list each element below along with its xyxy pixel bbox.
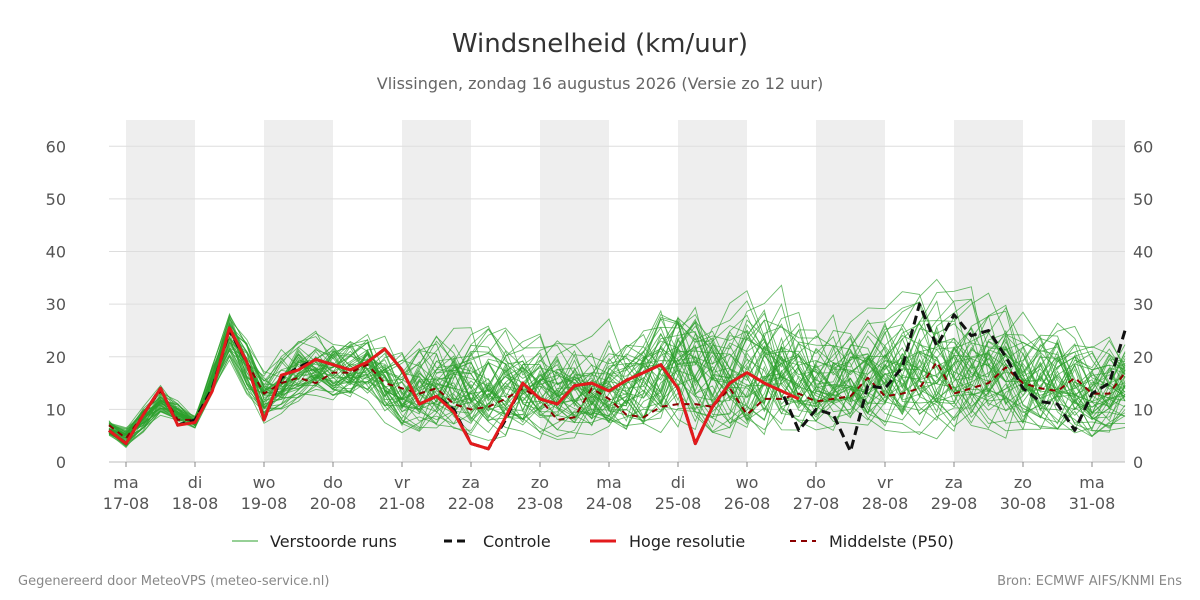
legend-label-verstoorde-runs: Verstoorde runs [270, 532, 397, 551]
ensemble-run-47 [108, 319, 1126, 444]
legend: Verstoorde runs Controle Hoge resolutie … [232, 532, 954, 551]
x-tick-date-5: 22-08 [448, 494, 495, 513]
x-tick-day-1: di [188, 473, 203, 492]
series-line-controle [108, 302, 1127, 453]
ensemble-run-41 [108, 311, 1126, 446]
ensemble-run-48 [108, 292, 1126, 435]
x-tick-day-0: ma [113, 473, 138, 492]
x-tick-date-4: 21-08 [379, 494, 426, 513]
y-tick-left-60: 60 [46, 137, 66, 156]
x-tick-date-11: 28-08 [862, 494, 909, 513]
x-tick-day-2: wo [253, 473, 276, 492]
x-tick-day-8: di [671, 473, 686, 492]
x-tick-day-10: do [806, 473, 826, 492]
x-tick-date-10: 27-08 [793, 494, 840, 513]
ensemble-run-34 [108, 302, 1126, 436]
ensemble-run-4 [108, 324, 1126, 440]
ensemble-run-44 [108, 284, 1126, 442]
day-band-1 [264, 120, 333, 462]
y-tick-left-20: 20 [46, 348, 66, 367]
x-tick-date-12: 29-08 [931, 494, 978, 513]
chart-title: Windsnelheid (km/uur) [452, 29, 748, 59]
grid-lines [109, 145, 1125, 463]
y-tick-right-60: 60 [1133, 137, 1153, 156]
x-axis: ma 17-08 di 18-08 wo 19-08 do 20-08 vr 21-08 za 22-… [103, 462, 1116, 513]
x-tick-day-11: vr [877, 473, 893, 492]
legend-label-hoge-resolutie: Hoge resolutie [629, 532, 745, 551]
x-tick-date-13: 30-08 [1000, 494, 1047, 513]
y-axis-right: 0 10 20 30 40 50 60 [1133, 137, 1153, 472]
x-tick-day-14: ma [1079, 473, 1104, 492]
x-tick-day-4: vr [394, 473, 410, 492]
x-tick-date-9: 26-08 [724, 494, 771, 513]
y-tick-left-50: 50 [46, 190, 66, 209]
series-line-hoge-resolutie [108, 326, 800, 451]
x-tick-date-2: 19-08 [241, 494, 288, 513]
x-tick-date-0: 17-08 [103, 494, 150, 513]
x-tick-date-3: 20-08 [310, 494, 357, 513]
ensemble-run-28 [108, 327, 1126, 436]
y-tick-left-30: 30 [46, 295, 66, 314]
x-tick-date-14: 31-08 [1069, 494, 1116, 513]
ensemble-run-49 [108, 326, 1126, 442]
x-tick-date-8: 25-08 [655, 494, 702, 513]
day-band-7 [1092, 120, 1125, 462]
ensemble-run-42 [108, 286, 1126, 447]
ensemble-run-10 [108, 318, 1126, 441]
y-axis-left: 0 10 20 30 40 50 60 [46, 137, 66, 472]
x-tick-date-7: 24-08 [586, 494, 633, 513]
footer-source: Bron: ECMWF AIFS/KNMI Ens [997, 574, 1182, 589]
ensemble-run-38 [108, 298, 1126, 440]
series-line-middelste-p50 [108, 329, 1126, 440]
main-series [108, 302, 1127, 453]
ensemble-run-46 [108, 306, 1126, 433]
y-tick-right-0: 0 [1133, 453, 1143, 472]
x-tick-day-5: za [462, 473, 480, 492]
y-tick-left-0: 0 [56, 453, 66, 472]
y-tick-left-10: 10 [46, 400, 66, 419]
x-tick-date-1: 18-08 [172, 494, 219, 513]
ensemble-run-39 [108, 291, 1126, 433]
x-tick-day-6: zo [531, 473, 549, 492]
y-tick-right-40: 40 [1133, 243, 1153, 262]
ensemble-run-50 [108, 316, 1126, 437]
x-tick-day-9: wo [736, 473, 759, 492]
ensemble-run-40 [108, 313, 1126, 437]
x-tick-day-13: zo [1014, 473, 1032, 492]
legend-label-middelste: Middelste (P50) [829, 532, 954, 551]
x-tick-day-12: za [945, 473, 963, 492]
y-tick-left-40: 40 [46, 243, 66, 262]
x-tick-day-3: do [323, 473, 343, 492]
legend-label-controle: Controle [483, 532, 551, 551]
chart-subtitle: Vlissingen, zondag 16 augustus 2026 (Ver… [377, 74, 824, 93]
y-tick-right-30: 30 [1133, 295, 1153, 314]
y-tick-right-50: 50 [1133, 190, 1153, 209]
day-bands [126, 120, 1125, 462]
y-tick-right-20: 20 [1133, 348, 1153, 367]
footer-generated-by: Gegenereerd door MeteoVPS (meteo-service… [18, 574, 329, 589]
y-tick-right-10: 10 [1133, 400, 1153, 419]
x-tick-date-6: 23-08 [517, 494, 564, 513]
x-tick-day-7: ma [596, 473, 621, 492]
